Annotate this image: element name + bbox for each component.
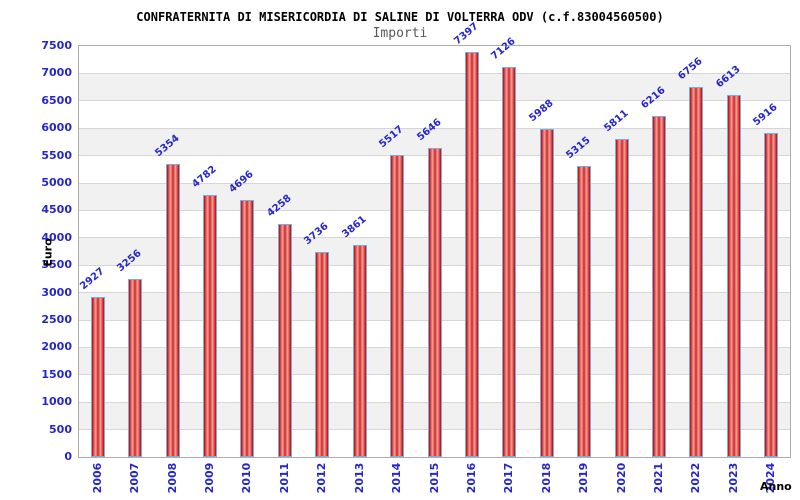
bar-2013: [352, 245, 367, 457]
y-tick-label: 2500: [41, 313, 72, 326]
plot-area: 2927 3256 5354 4782 4696 4258 3736 3861 5517 5646…: [77, 21, 791, 458]
grid-band: [79, 73, 790, 101]
bar-2007: [128, 278, 143, 457]
bar-2011: [277, 223, 292, 457]
bar-2006: [90, 296, 105, 457]
x-tick-label: 2009: [202, 462, 216, 494]
bar-value-label: 5916: [751, 101, 780, 129]
bar-2014: [390, 154, 405, 457]
y-tick-label: 5000: [41, 176, 72, 189]
chart-subtitle: Importi: [372, 26, 428, 41]
y-tick-label: 1500: [41, 367, 72, 381]
x-axis-title: Anno: [760, 480, 792, 493]
x-tick-label: 2017: [502, 462, 516, 494]
x-tick-label: 2020: [614, 462, 628, 494]
bar-2015: [427, 147, 442, 457]
x-tick-label: 2014: [390, 462, 404, 494]
x-tick-label: 2022: [689, 462, 703, 494]
gridline: [79, 100, 790, 102]
bar-2008: [165, 163, 180, 457]
bar-2012: [315, 252, 330, 457]
y-tick-label: 2000: [41, 340, 72, 354]
y-tick-label: 4000: [41, 230, 72, 244]
x-tick-label: 2006: [90, 462, 104, 494]
bar-2017: [502, 66, 517, 457]
x-tick-label: 2013: [352, 462, 366, 494]
bar-2019: [577, 165, 592, 457]
y-tick-label: 5500: [41, 148, 72, 162]
y-tick-label: 6500: [41, 93, 72, 107]
gridline: [79, 127, 790, 129]
y-tick-label: 4500: [41, 203, 72, 217]
bar-2022: [689, 86, 704, 457]
x-tick-label: 2023: [726, 462, 740, 494]
y-tick-label: 3500: [41, 258, 72, 272]
y-tick-label: 1000: [41, 395, 72, 409]
x-tick-label: 2010: [240, 462, 254, 494]
x-tick-label: 2016: [464, 462, 478, 494]
gridline: [79, 72, 790, 74]
x-tick-label: 2015: [427, 462, 441, 494]
bar-2010: [240, 199, 255, 457]
y-axis-title: Euro: [41, 238, 55, 267]
x-tick-label: 2008: [165, 462, 179, 494]
bar-2020: [614, 138, 629, 457]
y-tick-label: 500: [49, 422, 72, 436]
x-tick-label: 2007: [128, 462, 142, 494]
y-tick-label: 0: [64, 450, 72, 463]
bar-2024: [764, 132, 779, 457]
bar-2021: [652, 116, 667, 457]
bar-2018: [539, 128, 554, 457]
y-tick-label: 7000: [41, 66, 72, 80]
bar-2009: [202, 194, 217, 457]
x-tick-label: 2021: [652, 462, 666, 494]
y-tick-label: 6000: [41, 121, 72, 135]
x-tick-label: 2018: [539, 462, 553, 494]
bar-2023: [726, 94, 741, 457]
y-tick-label: 7500: [41, 39, 72, 52]
bar-2016: [464, 51, 479, 457]
x-tick-label: 2019: [577, 462, 591, 494]
bar-value-label: 2927: [77, 265, 107, 292]
x-tick-label: 2012: [315, 462, 329, 494]
x-tick-label: 2011: [277, 462, 291, 494]
y-tick-label: 3000: [41, 285, 72, 299]
chart-title: CONFRATERNITA DI MISERICORDIA DI SALINE …: [136, 10, 664, 24]
